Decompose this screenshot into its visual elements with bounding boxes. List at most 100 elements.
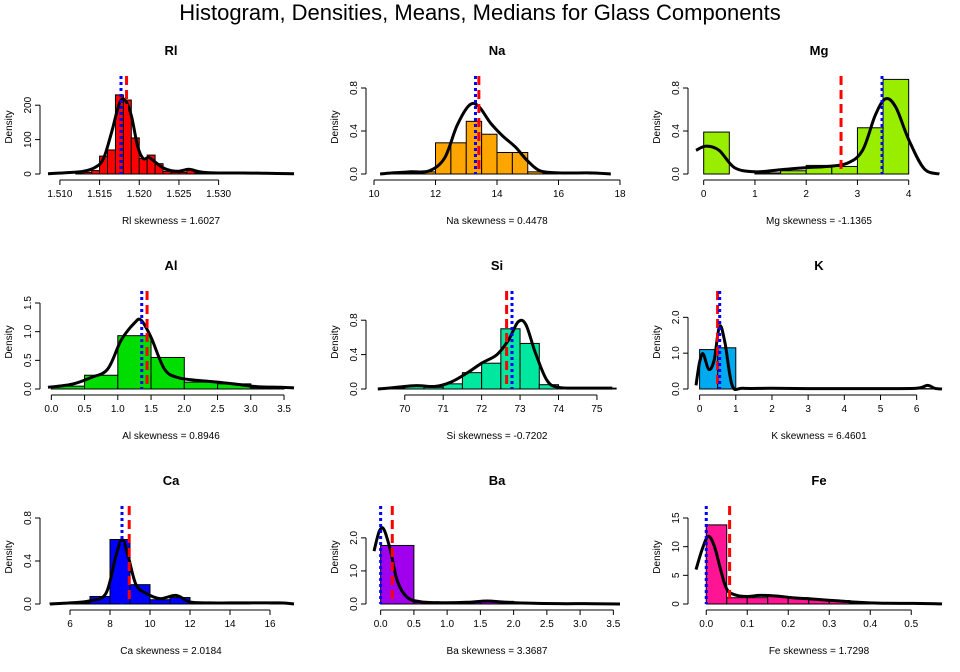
x-tick-label: 0.1 <box>740 619 754 630</box>
y-tick-label: 0.4 <box>671 124 682 138</box>
skewness-label: Ca skewness = 2.0184 <box>120 646 222 657</box>
x-tick-label: 1.520 <box>127 189 152 200</box>
panel-title: K <box>814 258 824 273</box>
panel-title: Rl <box>165 43 178 58</box>
x-tick-label: 14 <box>491 189 503 200</box>
y-tick-label: 0.8 <box>349 81 360 95</box>
x-tick-label: 1 <box>752 189 758 200</box>
x-tick-label: 70 <box>399 404 411 415</box>
x-tick-label: 1.510 <box>47 189 72 200</box>
x-tick-label: 2.5 <box>211 404 225 415</box>
x-tick-label: 2 <box>769 404 775 415</box>
density-curve <box>47 317 295 390</box>
x-tick-label: 0.5 <box>407 619 421 630</box>
x-tick-label: 1.515 <box>87 189 112 200</box>
histogram-bar <box>83 171 93 175</box>
x-tick-label: 3.5 <box>277 404 291 415</box>
histogram-bar <box>380 544 415 605</box>
skewness-label: Na skewness = 0.4478 <box>446 216 548 227</box>
panel-title: Ba <box>489 473 506 488</box>
x-tick-label: 16 <box>264 619 276 630</box>
x-tick-label: 4 <box>906 189 912 200</box>
x-tick-label: 6 <box>67 619 73 630</box>
skewness-label: K skewness = 6.4601 <box>771 431 867 442</box>
y-tick-label: 0.0 <box>23 597 34 611</box>
panel-rl: Rl 1.510 1.515 1.520 1.525 1.530 0 100 200 Densit… <box>4 43 295 227</box>
panel-title: Fe <box>811 473 826 488</box>
skewness-label: Si skewness = -0.7202 <box>447 431 548 442</box>
y-tick-label: 0 <box>23 171 34 177</box>
y-tick-label: 5 <box>671 572 682 578</box>
y-tick-label: 0.8 <box>23 511 34 525</box>
x-tick-label: 14 <box>224 619 236 630</box>
histogram-bar <box>746 597 769 605</box>
density-curve <box>49 538 295 606</box>
skewness-label: Ba skewness = 3.3687 <box>447 646 548 657</box>
histogram-bar <box>481 133 498 175</box>
y-axis-label: Density <box>4 110 15 143</box>
x-tick-label: 0.0 <box>44 404 58 415</box>
skewness-label: Al skewness = 0.8946 <box>122 431 220 442</box>
x-tick-label: 4 <box>842 404 848 415</box>
x-tick-label: 1.5 <box>144 404 158 415</box>
x-tick-label: 3 <box>855 189 861 200</box>
histogram-bar <box>149 599 171 605</box>
x-tick-label: 2.0 <box>177 404 191 415</box>
x-tick-label: 5 <box>878 404 884 415</box>
panel-title: Ca <box>163 473 180 488</box>
histogram-bar <box>703 131 730 175</box>
y-tick-label: 0.0 <box>349 382 360 396</box>
panel-si: Si 70 71 72 73 74 75 0.0 0.4 0.8 Density Si skewnes… <box>330 258 617 442</box>
x-tick-label: 1.525 <box>166 189 191 200</box>
y-axis-label: Density <box>330 110 341 143</box>
y-tick-label: 0.4 <box>23 554 34 568</box>
histogram-bar <box>831 165 858 175</box>
x-tick-label: 3 <box>805 404 811 415</box>
x-tick-label: 12 <box>430 189 442 200</box>
density-curve <box>47 97 295 176</box>
y-tick-label: 0.0 <box>349 167 360 181</box>
histogram-bar <box>705 524 728 605</box>
y-axis-label: Density <box>330 540 341 573</box>
y-tick-label: 1.0 <box>23 324 34 338</box>
x-tick-label: 1.0 <box>111 404 125 415</box>
histogram-bar <box>138 158 148 175</box>
skewness-label: Mg skewness = -1.1365 <box>766 216 872 227</box>
histogram-bar <box>780 170 807 175</box>
x-tick-label: 0.5 <box>904 619 918 630</box>
y-tick-label: 10 <box>671 541 682 553</box>
x-tick-label: 0.3 <box>822 619 836 630</box>
x-tick-label: 2.5 <box>540 619 554 630</box>
main-title: Histogram, Densities, Means, Medians for… <box>179 0 781 25</box>
x-tick-label: 0 <box>697 404 703 415</box>
y-tick-label: 0.0 <box>671 167 682 181</box>
y-axis-label: Density <box>4 540 15 573</box>
density-curve <box>377 318 613 391</box>
x-tick-label: 0.2 <box>781 619 795 630</box>
panel-k: K 0 1 2 3 4 5 6 0.0 1.0 2.0 Density K skewness = 6.4… <box>652 258 943 442</box>
y-axis-label: Density <box>4 325 15 358</box>
x-tick-label: 0.5 <box>78 404 92 415</box>
y-tick-label: 0 <box>671 601 682 607</box>
panel-ba: Ba 0.0 0.5 1.0 1.5 2.0 2.5 3.0 3.5 0.0 1.0 2.0 Densi… <box>330 473 621 657</box>
y-axis-label: Density <box>330 325 341 358</box>
x-tick-label: 0.0 <box>374 619 388 630</box>
panel-title: Al <box>165 258 178 273</box>
x-tick-label: 16 <box>553 189 565 200</box>
y-tick-label: 1.0 <box>671 346 682 360</box>
histogram-bar <box>481 362 502 390</box>
x-tick-label: 12 <box>184 619 196 630</box>
y-axis-label: Density <box>652 540 663 573</box>
panel-title: Si <box>491 258 503 273</box>
x-tick-label: 0 <box>701 189 707 200</box>
histogram-bar <box>107 149 116 175</box>
x-tick-label: 10 <box>368 189 380 200</box>
x-tick-label: 73 <box>515 404 527 415</box>
y-tick-label: 0.8 <box>671 81 682 95</box>
density-curve <box>694 324 943 392</box>
histogram-bar <box>519 342 540 390</box>
y-tick-label: 15 <box>671 512 682 524</box>
x-tick-label: 8 <box>107 619 113 630</box>
x-tick-label: 71 <box>438 404 450 415</box>
